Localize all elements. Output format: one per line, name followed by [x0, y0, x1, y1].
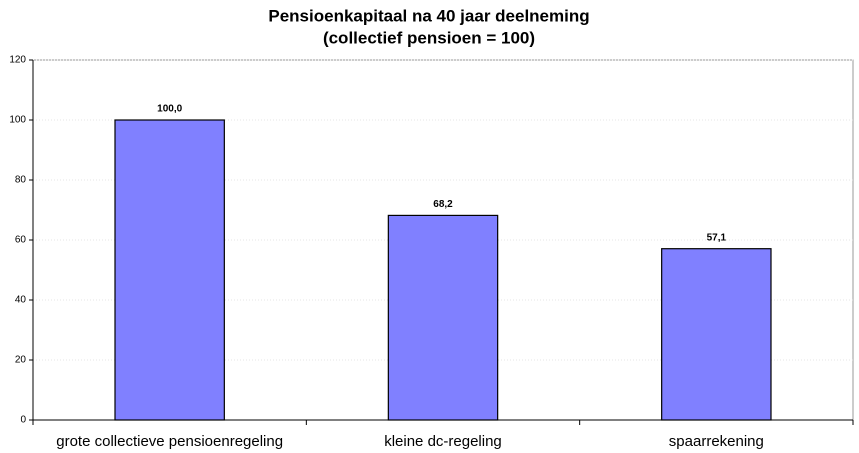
x-tick-label: kleine dc-regeling — [384, 433, 502, 450]
bar — [387, 214, 499, 421]
y-tick-label: 60 — [15, 235, 27, 246]
x-tick-label: spaarrekening — [669, 433, 764, 450]
y-tick-label: 20 — [15, 355, 27, 366]
y-tick-label: 0 — [20, 415, 26, 426]
bar — [661, 248, 772, 421]
bar — [114, 119, 225, 421]
y-tick-label: 80 — [15, 175, 27, 186]
y-tick-label: 100 — [9, 115, 26, 126]
x-tick-label: grote collectieve pensioenregeling — [56, 433, 283, 450]
data-label: 100,0 — [157, 104, 182, 115]
chart-title: Pensioenkapitaal na 40 jaar deelneming — [268, 6, 589, 25]
y-tick-label: 120 — [9, 55, 26, 66]
data-label: 57,1 — [707, 232, 727, 243]
chart-subtitle: (collectief pensioen = 100) — [323, 28, 535, 47]
data-label: 68,2 — [433, 199, 453, 210]
y-tick-label: 40 — [15, 295, 27, 306]
